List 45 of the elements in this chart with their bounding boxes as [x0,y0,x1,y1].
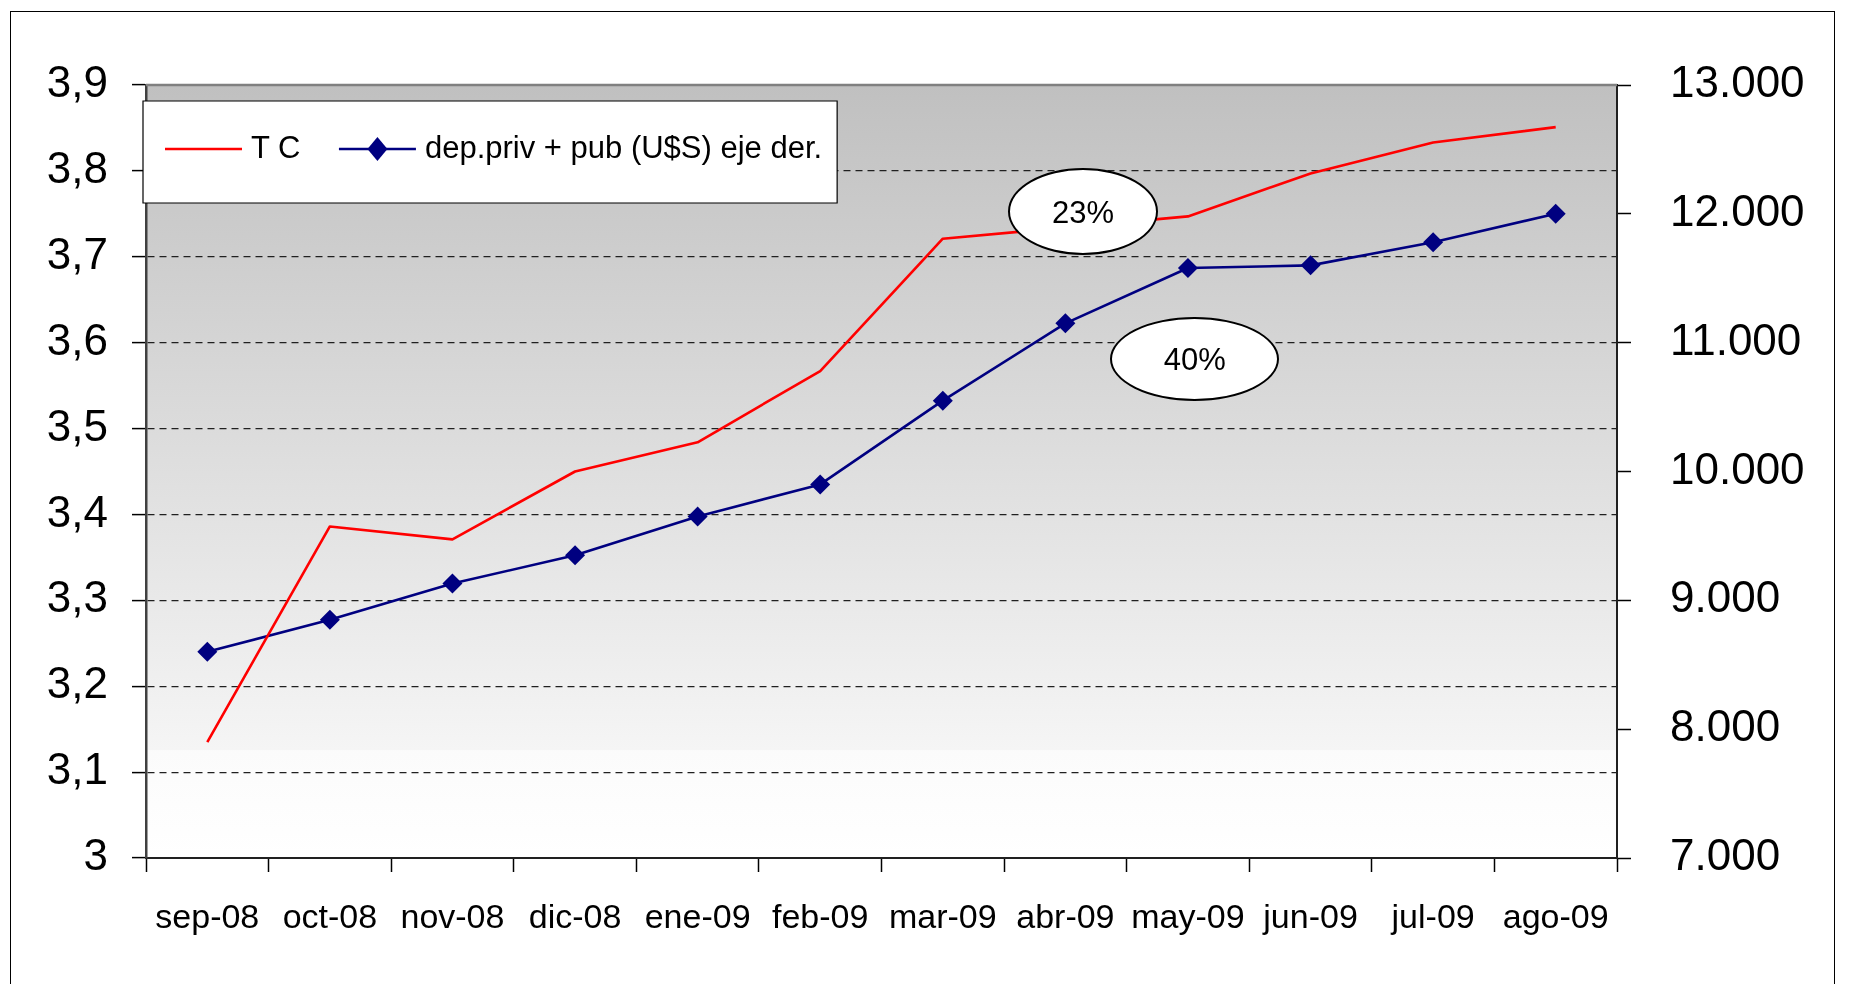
point [1300,255,1321,276]
point [1545,203,1566,224]
x-tick-label: ene-09 [644,896,751,935]
legend-label: T C [251,129,301,165]
y-tick-label: 3,1 [46,744,108,794]
point [687,506,708,527]
point [932,390,953,411]
y-tick-label: 3,3 [46,572,108,622]
x-tick-label: mar-09 [888,896,997,935]
y2-tick-label: 10.000 [1670,443,1805,493]
y-tick-label: 3,8 [46,143,108,193]
point [442,573,463,594]
annotation: 23% [1051,194,1115,230]
point [1177,257,1198,278]
x-tick-label: ago-09 [1502,896,1609,935]
y-tick-label: 3,4 [46,486,108,536]
x-tick-label: jul-09 [1390,896,1475,935]
point [1423,232,1444,253]
x-tick-label: abr-09 [1016,896,1115,935]
x-tick-label: feb-09 [772,896,869,935]
y2-tick-label: 12.000 [1670,185,1805,235]
y-tick-label: 3,7 [46,228,108,278]
y-tick-label: 3,2 [46,658,108,708]
point [1055,313,1076,334]
x-tick-label: jun-09 [1262,896,1358,935]
y2-tick-label: 9.000 [1670,572,1781,622]
y-tick-label: 3,5 [46,400,108,450]
y-tick-label: 3,9 [46,57,108,107]
x-tick-label: nov-08 [400,896,505,935]
y2-tick-label: 11.000 [1670,314,1802,364]
point [810,474,831,495]
y-tick-label: 3,6 [46,314,108,364]
point [319,609,340,630]
x-tick-label: oct-08 [282,896,378,935]
y2-tick-label: 8.000 [1670,701,1781,751]
x-tick-label: sep-08 [155,896,260,935]
x-tick-label: may-09 [1131,896,1245,935]
point [197,641,218,662]
x-tick-label: dic-08 [528,896,622,935]
y2-tick-label: 13.000 [1670,57,1805,107]
y-tick-label: 3 [83,830,108,880]
point [565,545,586,566]
legend-label: dep.priv + pub (U$S) eje der. [424,129,823,165]
annotation: 40% [1163,341,1226,377]
y2-tick-label: 7.000 [1670,830,1781,880]
